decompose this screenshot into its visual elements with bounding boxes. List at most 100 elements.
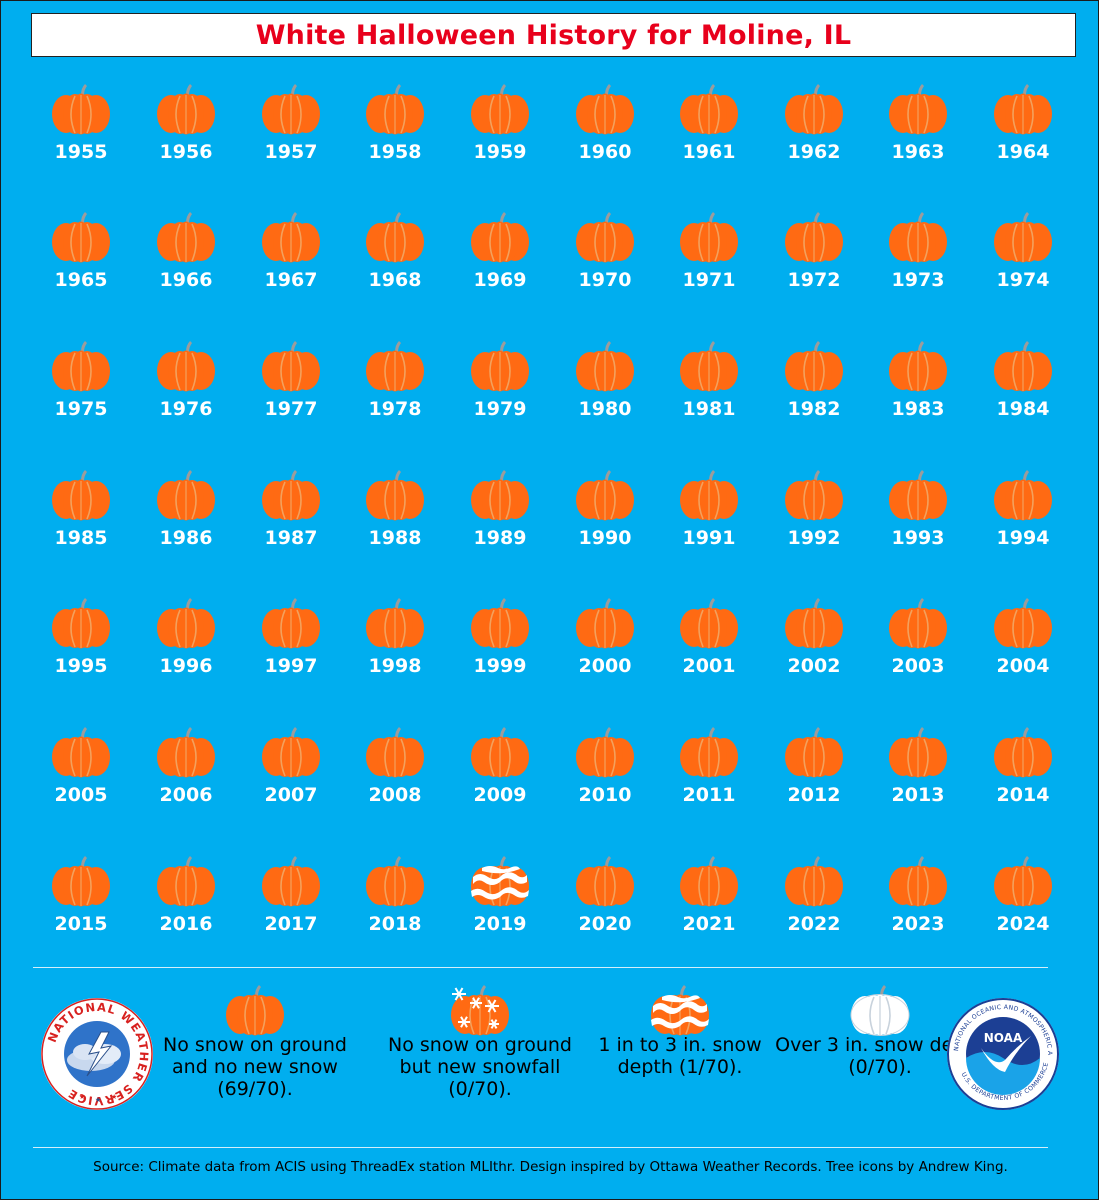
year-label: 1994 (996, 527, 1050, 549)
year-cell: 2018 (345, 855, 445, 945)
pumpkin-icon (226, 985, 284, 1036)
year-label: 2012 (787, 784, 841, 806)
pumpkin-icon (157, 341, 215, 392)
pumpkin-icon (157, 856, 215, 907)
year-cell: 1965 (31, 211, 131, 301)
pumpkin-icon (471, 598, 529, 649)
year-cell: 1978 (345, 340, 445, 430)
title-box: White Halloween History for Moline, IL (31, 13, 1076, 57)
year-cell: 2015 (31, 855, 131, 945)
pumpkin-icon (366, 856, 424, 907)
year-label: 2009 (473, 784, 527, 806)
year-label: 1995 (54, 655, 108, 677)
divider (33, 967, 1048, 968)
pumpkin-icon (680, 212, 738, 263)
pumpkin-icon (471, 727, 529, 778)
year-grid: 1955 1956 1957 1958 1959 1960 1961 1962 1963 1964… (1, 1, 1098, 961)
pumpkin-icon (576, 856, 634, 907)
year-label: 1958 (368, 141, 422, 163)
year-cell: 1975 (31, 340, 131, 430)
pumpkin-icon (680, 84, 738, 135)
pumpkin-icon (994, 470, 1052, 521)
legend-text: No snow on ground but new snowfall (0/70… (388, 1034, 572, 1100)
pumpkin-icon (52, 84, 110, 135)
pumpkin-icon (52, 856, 110, 907)
year-cell: 1990 (555, 469, 655, 559)
year-label: 1966 (159, 269, 213, 291)
year-label: 1970 (578, 269, 632, 291)
year-label: 1965 (54, 269, 108, 291)
year-cell: 1968 (345, 211, 445, 301)
year-label: 2005 (54, 784, 108, 806)
page-title: White Halloween History for Moline, IL (255, 19, 852, 51)
year-label: 1967 (264, 269, 318, 291)
pumpkin-icon (785, 84, 843, 135)
year-cell: 2001 (659, 597, 759, 687)
pumpkin-icon (889, 856, 947, 907)
pumpkin-icon (994, 212, 1052, 263)
pumpkin-icon (994, 598, 1052, 649)
year-label: 2015 (54, 913, 108, 935)
svg-text:★: ★ (95, 1096, 101, 1104)
year-cell: 1995 (31, 597, 131, 687)
pumpkin-icon (52, 727, 110, 778)
pumpkin-icon (680, 470, 738, 521)
year-cell: 1982 (764, 340, 864, 430)
pumpkin-icon (994, 84, 1052, 135)
year-cell: 1993 (868, 469, 968, 559)
year-label: 2017 (264, 913, 318, 935)
year-cell: 1974 (973, 211, 1073, 301)
pumpkin-icon (889, 598, 947, 649)
svg-text:★: ★ (111, 1093, 117, 1101)
year-cell: 1977 (241, 340, 341, 430)
year-cell: 1987 (241, 469, 341, 559)
year-label: 2011 (682, 784, 736, 806)
year-cell: 1957 (241, 83, 341, 173)
year-label: 1999 (473, 655, 527, 677)
year-label: 1983 (891, 398, 945, 420)
year-cell: 2023 (868, 855, 968, 945)
year-label: 1971 (682, 269, 736, 291)
year-label: 2018 (368, 913, 422, 935)
year-cell: 1989 (450, 469, 550, 559)
year-label: 1984 (996, 398, 1050, 420)
pumpkin-icon (366, 727, 424, 778)
year-label: 1997 (264, 655, 318, 677)
pumpkin-icon (471, 212, 529, 263)
year-label: 1993 (891, 527, 945, 549)
year-label: 1989 (473, 527, 527, 549)
year-label: 1963 (891, 141, 945, 163)
year-cell: 1971 (659, 211, 759, 301)
pumpkin-icon (262, 341, 320, 392)
year-label: 2006 (159, 784, 213, 806)
year-cell: 2002 (764, 597, 864, 687)
pumpkin-icon (785, 212, 843, 263)
pumpkin-icon (785, 727, 843, 778)
year-label: 2014 (996, 784, 1050, 806)
pumpkin-icon (262, 470, 320, 521)
year-label: 1974 (996, 269, 1050, 291)
year-cell: 1996 (136, 597, 236, 687)
year-label: 1969 (473, 269, 527, 291)
pumpkin-icon (157, 470, 215, 521)
pumpkin-icon (471, 470, 529, 521)
year-label: 1982 (787, 398, 841, 420)
year-label: 1978 (368, 398, 422, 420)
pumpkin-icon (576, 470, 634, 521)
snow-depth-pumpkin-icon (651, 985, 709, 1036)
year-cell: 1985 (31, 469, 131, 559)
year-cell: 2022 (764, 855, 864, 945)
year-label: 1976 (159, 398, 213, 420)
year-label: 2001 (682, 655, 736, 677)
year-cell: 1983 (868, 340, 968, 430)
year-cell: 1961 (659, 83, 759, 173)
year-label: 1973 (891, 269, 945, 291)
year-cell: 1997 (241, 597, 341, 687)
year-cell: 2008 (345, 726, 445, 816)
year-label: 2008 (368, 784, 422, 806)
year-cell: 1969 (450, 211, 550, 301)
year-cell: 2012 (764, 726, 864, 816)
pumpkin-icon (471, 341, 529, 392)
year-cell: 1970 (555, 211, 655, 301)
pumpkin-icon (785, 598, 843, 649)
